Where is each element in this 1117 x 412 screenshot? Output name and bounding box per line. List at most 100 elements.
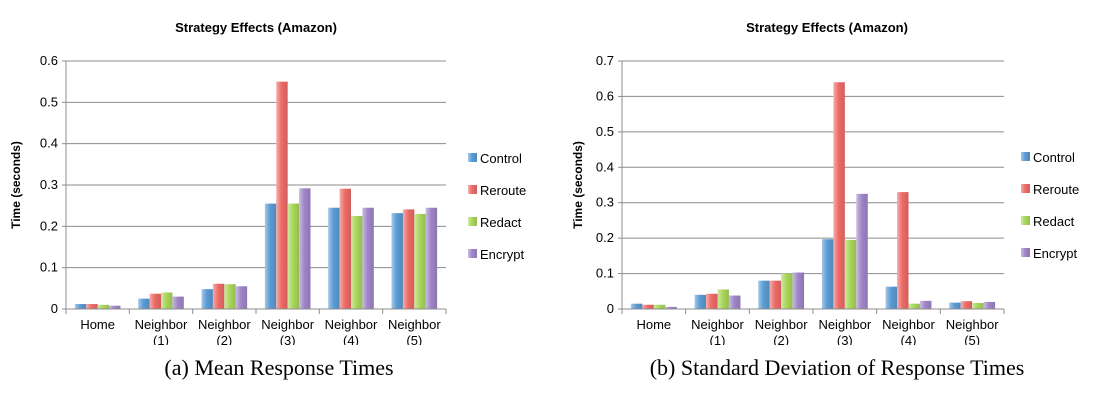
- x-tick-label: Neighbor (1): [691, 317, 744, 345]
- legend-swatch: [468, 249, 477, 258]
- bar: [717, 289, 729, 309]
- bar: [109, 305, 121, 309]
- legend-label: Control: [1033, 150, 1075, 165]
- caption-stddev: (b) Standard Deviation of Response Times: [649, 355, 1025, 380]
- x-tick-label: Neighbor (5): [388, 317, 441, 345]
- bar: [856, 193, 868, 309]
- x-tick-label: Neighbor (4): [325, 317, 378, 345]
- bar: [630, 303, 643, 309]
- bar: [172, 296, 184, 309]
- legend-swatch: [468, 217, 477, 226]
- bar: [983, 301, 996, 309]
- bar: [414, 213, 426, 309]
- chart-stddev-response-times: Strategy Effects (Amazon) 0 0.1 0.2 0.3 0.4 0.…: [571, 20, 1079, 348]
- legend-swatch: [468, 185, 477, 194]
- bar: [665, 306, 677, 309]
- bar: [919, 300, 932, 309]
- legend-label: Redact: [480, 215, 522, 230]
- bar: [212, 283, 225, 309]
- legend-swatch: [468, 153, 477, 162]
- bar: [264, 203, 277, 309]
- legend-label: Control: [480, 151, 522, 166]
- bar: [706, 293, 718, 309]
- bar: [960, 301, 973, 309]
- y-axis-label: Time (seconds): [9, 141, 23, 229]
- bar: [833, 82, 845, 309]
- bar: [391, 213, 403, 309]
- caption-mean: (a) Mean Response Times: [164, 355, 394, 380]
- x-tick-label: Neighbor (5): [946, 317, 999, 345]
- chart-panel-mean: Strategy Effects (Amazon) 0 0.1 0.2 0.3 0.4 0.…: [0, 0, 558, 412]
- y-tick-label: 0.6: [596, 88, 614, 103]
- bar: [769, 280, 782, 309]
- bar: [694, 294, 707, 309]
- bar: [224, 284, 236, 309]
- bar: [821, 239, 834, 309]
- bar: [287, 203, 300, 309]
- x-tick-label: Neighbor (3): [818, 317, 871, 345]
- bar: [74, 304, 87, 309]
- y-tick-label: 0.2: [596, 230, 614, 245]
- bar: [86, 304, 98, 309]
- y-axis-label: Time (seconds): [571, 141, 585, 229]
- y-tick-label: 0.1: [40, 260, 58, 275]
- legend-swatch: [1021, 184, 1030, 193]
- bar: [728, 295, 741, 309]
- bar: [161, 292, 173, 309]
- chart-title: Strategy Effects (Amazon): [175, 20, 337, 35]
- x-tick-label: Neighbor (4): [882, 317, 935, 345]
- y-tick-label: 0.7: [596, 53, 614, 68]
- y-tick-label: 0.4: [596, 159, 614, 174]
- bar: [402, 209, 415, 309]
- bar: [885, 286, 898, 309]
- bar: [201, 289, 213, 309]
- bar: [792, 272, 805, 309]
- legend-label: Redact: [1033, 214, 1075, 229]
- bar: [328, 207, 340, 309]
- y-tick-label: 0.2: [40, 218, 58, 233]
- legend-label: Encrypt: [1033, 246, 1077, 261]
- legend-swatch: [1021, 216, 1030, 225]
- legend-label: Reroute: [1033, 182, 1079, 197]
- bar: [653, 304, 666, 309]
- bar: [949, 302, 961, 309]
- chart-title: Strategy Effects (Amazon): [746, 20, 908, 35]
- x-tick-label: Home: [636, 317, 671, 332]
- bar: [149, 293, 161, 309]
- y-tick-label: 0: [607, 301, 614, 316]
- legend-swatch: [1021, 152, 1030, 161]
- bar: [299, 188, 311, 309]
- legend-label: Encrypt: [480, 247, 524, 262]
- bar: [276, 81, 288, 310]
- y-tick-label: 0.5: [596, 124, 614, 139]
- bar: [758, 280, 770, 309]
- legend-label: Reroute: [480, 183, 526, 198]
- x-tick-label: Neighbor (2): [198, 317, 251, 345]
- legend-swatch: [1021, 248, 1030, 257]
- bar: [351, 216, 363, 309]
- y-tick-label: 0.3: [40, 177, 58, 192]
- x-tick-label: Neighbor (3): [261, 317, 314, 345]
- bar: [362, 207, 374, 309]
- chart-panel-stddev: Strategy Effects (Amazon) 0 0.1 0.2 0.3 0.4 0.…: [558, 0, 1116, 412]
- bar: [642, 304, 654, 309]
- bar: [339, 188, 351, 309]
- bar: [425, 207, 438, 309]
- y-tick-label: 0.1: [596, 266, 614, 281]
- y-tick-label: 0: [51, 301, 58, 316]
- chart-mean-response-times: Strategy Effects (Amazon) 0 0.1 0.2 0.3 0.4 0.…: [9, 20, 526, 348]
- x-tick-label: Home: [80, 317, 115, 332]
- x-tick-label: Neighbor (1): [135, 317, 188, 345]
- y-tick-label: 0.3: [596, 195, 614, 210]
- bar: [897, 192, 909, 309]
- bar: [138, 298, 150, 309]
- bar: [844, 239, 857, 309]
- bar: [97, 304, 110, 309]
- y-tick-label: 0.4: [40, 136, 58, 151]
- x-tick-label: Neighbor (2): [755, 317, 808, 345]
- y-tick-label: 0.6: [40, 53, 58, 68]
- bar: [972, 302, 984, 309]
- bar: [781, 273, 793, 309]
- bar: [908, 303, 920, 309]
- bar: [235, 286, 248, 309]
